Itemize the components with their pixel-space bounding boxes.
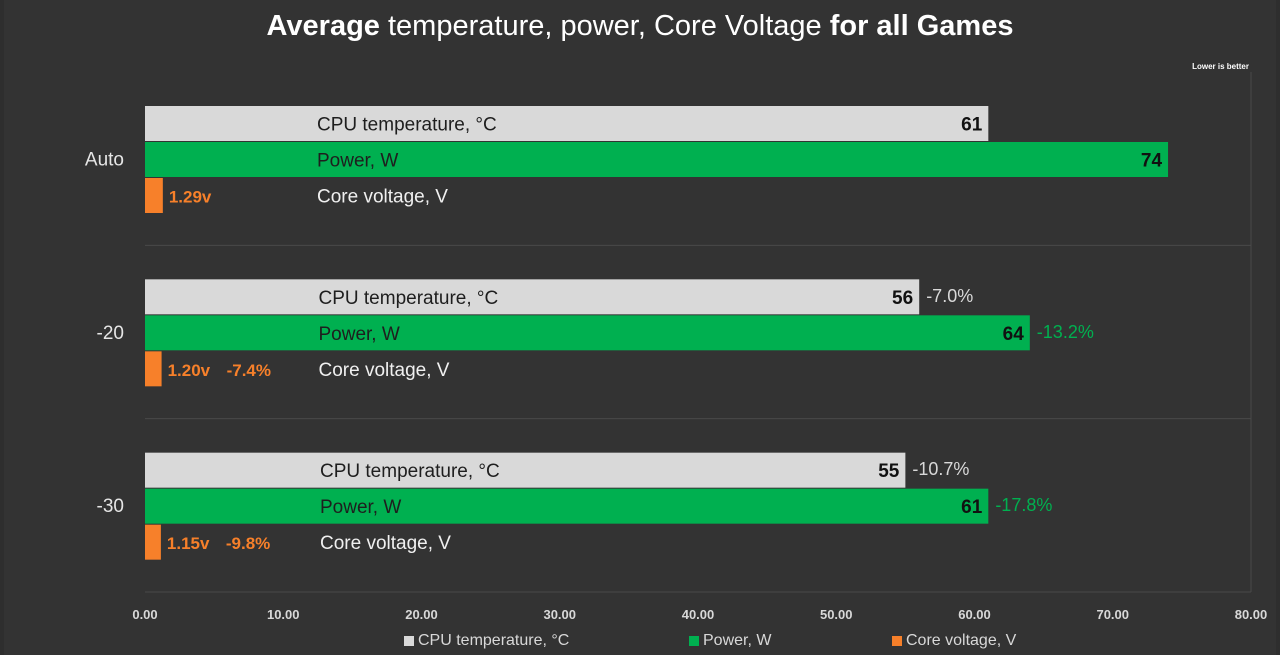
title-part-3: for all Games [829,10,1014,42]
x-tick-label: 80.00 [1235,607,1268,622]
data-label-voltage: 1.20v [168,361,211,380]
x-tick-label: 70.00 [1096,607,1129,622]
x-tick-label: 60.00 [958,607,991,622]
legend-item-voltage: Core voltage, V [892,632,1016,650]
title-part-2: temperature, power, Core Voltage [388,10,822,42]
bar-series-label: CPU temperature, °C [317,115,497,136]
chart-legend: CPU temperature, °C Power, W Core voltag… [0,632,1280,654]
pct-label-power: -13.2% [1037,322,1094,342]
legend-item-power: Power, W [689,632,771,650]
bar-series-label: Power, W [319,324,400,345]
data-label-temperature: 55 [878,461,900,482]
data-label-power: 74 [1141,151,1163,172]
bar-voltage [145,351,162,387]
bar-series-label: CPU temperature, °C [320,461,500,482]
category-label: Auto [85,150,124,171]
bar-series-label: CPU temperature, °C [319,288,499,309]
lower-is-better-note: Lower is better [1192,62,1249,71]
legend-label-power: Power, W [703,632,772,649]
legend-label-temperature: CPU temperature, °C [418,632,570,649]
pct-label-power: -17.8% [995,495,1052,515]
bar-temperature [145,452,906,488]
legend-swatch-power [689,636,699,646]
legend-item-temperature: CPU temperature, °C [404,632,569,650]
bar-series-label: Power, W [317,151,398,172]
chart-title: Average temperature, power, Core Voltage… [0,10,1280,43]
pct-label-voltage: -7.4% [227,361,271,380]
bar-power [145,142,1169,177]
legend-label-voltage: Core voltage, V [906,632,1017,649]
bar-chart: 0.00 10.00 20.00 30.00 40.00 50.00 60.00 70.00 8… [85,72,1268,622]
bar-temperature [145,279,920,315]
bar-power [145,315,1030,351]
x-tick-label: 20.00 [405,607,438,622]
data-label-temperature: 56 [892,288,913,309]
category-label: -20 [97,323,124,344]
title-part-1: Average [266,10,380,42]
data-label-power: 61 [961,497,983,518]
pct-label-temperature: -7.0% [926,286,973,306]
x-tick-label: 30.00 [543,607,576,622]
data-label-voltage: 1.29v [169,188,212,207]
bar-series-label: Core voltage, V [319,360,450,381]
bar-temperature [145,106,989,141]
data-label-temperature: 61 [961,115,983,136]
legend-swatch-temperature [404,636,414,646]
x-tick-label: 10.00 [267,607,300,622]
bar-series-label: Core voltage, V [320,533,451,554]
x-tick-label: 50.00 [820,607,853,622]
bar-voltage [145,524,161,560]
bar-voltage [145,178,163,213]
bar-power [145,488,989,524]
bar-series-label: Power, W [320,497,401,518]
data-label-voltage: 1.15v [167,534,210,553]
pct-label-temperature: -10.7% [912,459,969,479]
legend-swatch-voltage [892,636,902,646]
x-tick-label: 40.00 [682,607,715,622]
data-label-power: 64 [1003,324,1025,345]
x-tick-label: 0.00 [132,607,157,622]
category-label: -30 [97,496,124,517]
bar-series-label: Core voltage, V [317,187,448,208]
pct-label-voltage: -9.8% [226,534,270,553]
